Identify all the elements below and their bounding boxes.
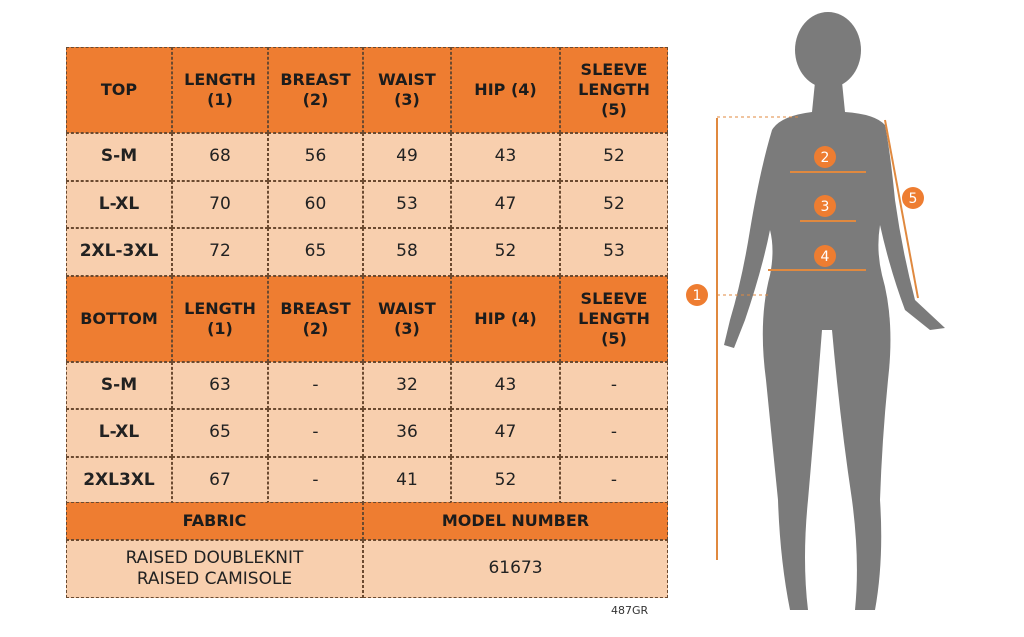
data-cell: RAISED DOUBLEKNIT RAISED CAMISOLE <box>66 540 363 598</box>
data-cell: - <box>560 361 668 409</box>
header-cell: BREAST (2) <box>268 275 363 362</box>
header-cell: MODEL NUMBER <box>363 502 668 540</box>
data-cell: 43 <box>451 133 560 181</box>
header-cell: WAIST (3) <box>363 275 451 362</box>
data-cell: 53 <box>363 180 451 228</box>
data-cell: 72 <box>172 228 268 276</box>
marker-label: 3 <box>821 199 830 215</box>
data-cell: 49 <box>363 133 451 181</box>
data-cell: S-M <box>66 133 172 181</box>
data-cell: 65 <box>172 409 268 457</box>
marker-circle <box>686 284 708 306</box>
marker-label: 2 <box>821 150 830 166</box>
data-cell: 47 <box>451 409 560 457</box>
data-cell: S-M <box>66 361 172 409</box>
header-cell: LENGTH (1) <box>172 47 268 133</box>
data-cell: 56 <box>268 133 363 181</box>
marker-circle <box>814 245 836 267</box>
header-cell: LENGTH (1) <box>172 275 268 362</box>
header-cell: HIP (4) <box>451 47 560 133</box>
header-cell: WAIST (3) <box>363 47 451 133</box>
data-cell: L-XL <box>66 180 172 228</box>
data-cell: 2XL3XL <box>66 456 172 504</box>
data-cell: 67 <box>172 456 268 504</box>
data-cell: - <box>268 361 363 409</box>
data-cell: 70 <box>172 180 268 228</box>
measure-lines <box>716 116 919 560</box>
header-cell: HIP (4) <box>451 275 560 362</box>
data-cell: - <box>560 456 668 504</box>
header-cell: SLEEVE LENGTH (5) <box>560 275 668 362</box>
data-cell: 36 <box>363 409 451 457</box>
data-cell: 68 <box>172 133 268 181</box>
data-cell: 47 <box>451 180 560 228</box>
data-cell: 63 <box>172 361 268 409</box>
data-cell: 32 <box>363 361 451 409</box>
header-cell: FABRIC <box>66 502 363 540</box>
data-cell: 65 <box>268 228 363 276</box>
header-cell: SLEEVE LENGTH (5) <box>560 47 668 133</box>
marker-label: 5 <box>909 191 918 207</box>
data-cell: 53 <box>560 228 668 276</box>
data-cell: - <box>268 409 363 457</box>
marker-circle <box>902 187 924 209</box>
data-cell: 43 <box>451 361 560 409</box>
marker-label: 1 <box>693 288 702 304</box>
marker-label: 4 <box>821 249 830 265</box>
header-cell: BREAST (2) <box>268 47 363 133</box>
data-cell: 41 <box>363 456 451 504</box>
marker-circle <box>814 195 836 217</box>
data-cell: 52 <box>560 133 668 181</box>
silhouette <box>724 12 945 610</box>
header-cell: BOTTOM <box>66 275 172 362</box>
data-cell: 52 <box>451 228 560 276</box>
header-cell: TOP <box>66 47 172 133</box>
data-cell: - <box>268 456 363 504</box>
data-cell: 52 <box>451 456 560 504</box>
caption: 487GR <box>611 604 649 617</box>
data-cell: 2XL-3XL <box>66 228 172 276</box>
data-cell: - <box>560 409 668 457</box>
marker-circle <box>814 146 836 168</box>
data-cell: 58 <box>363 228 451 276</box>
data-cell: 52 <box>560 180 668 228</box>
data-cell: 60 <box>268 180 363 228</box>
data-cell: 61673 <box>363 540 668 598</box>
data-cell: L-XL <box>66 409 172 457</box>
